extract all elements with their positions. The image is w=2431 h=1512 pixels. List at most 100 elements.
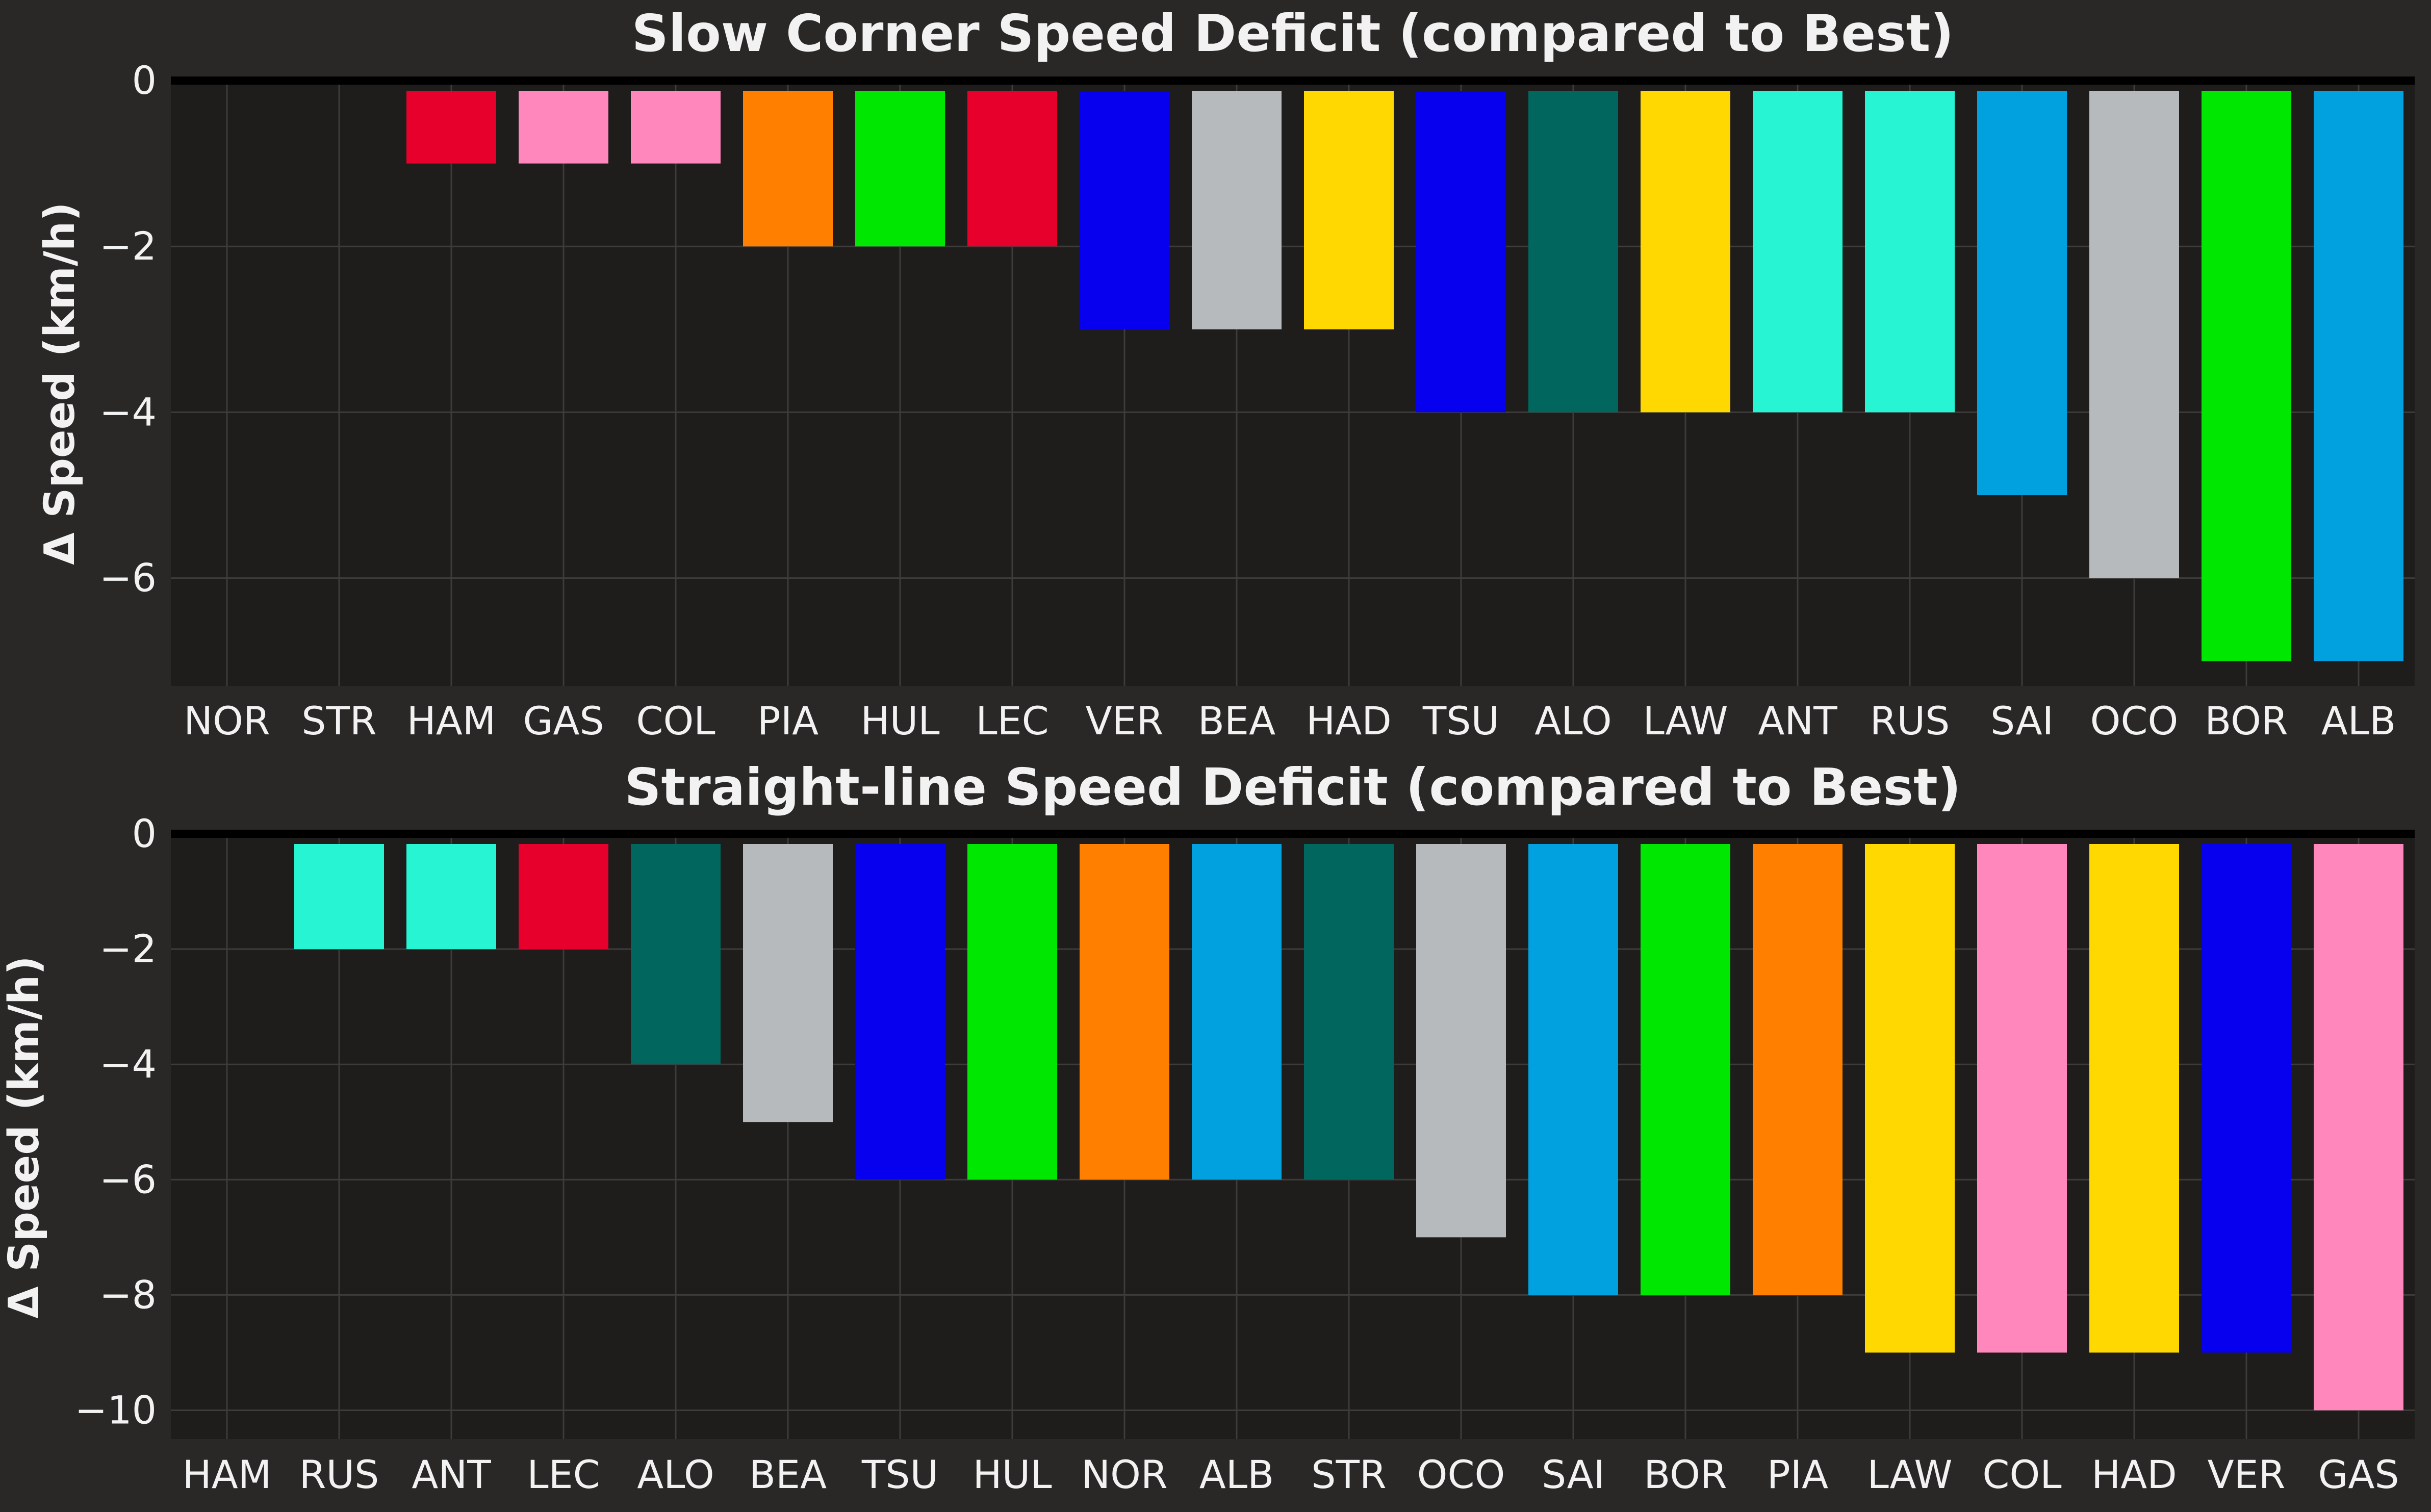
x-tick-label: HUL <box>973 1452 1052 1497</box>
bar-had <box>1304 91 1394 329</box>
bar-sai <box>1528 844 1618 1295</box>
y-tick-label: −6 <box>99 555 157 601</box>
bar-ant <box>406 844 496 950</box>
x-tick-label: ALO <box>1534 698 1611 744</box>
y-tick-label: −10 <box>75 1387 157 1432</box>
bar-alo <box>631 844 721 1065</box>
x-tick-label: GAS <box>523 698 604 744</box>
bar-rus <box>1865 91 1955 413</box>
x-tick-label: RUS <box>1870 698 1950 744</box>
bar-rus <box>294 844 384 950</box>
bar-ver <box>1080 91 1169 329</box>
x-tick-label: LEC <box>976 698 1048 744</box>
bar-law <box>1865 844 1955 1353</box>
x-tick-label: SAI <box>1990 698 2054 744</box>
x-tick-label: TSU <box>1422 698 1499 744</box>
x-tick-label: BOR <box>1644 1452 1727 1497</box>
x-tick-label: LEC <box>527 1452 600 1497</box>
x-tick-label: BOR <box>2205 698 2288 744</box>
x-tick-label: GAS <box>2318 1452 2399 1497</box>
bar-law <box>1641 91 1730 413</box>
x-tick-label: VER <box>2208 1452 2286 1497</box>
y-tick-label: −2 <box>99 926 157 971</box>
bar-gas <box>519 91 608 164</box>
x-tick-label: ALB <box>1199 1452 1274 1497</box>
x-tick-label: PIA <box>757 698 818 744</box>
x-tick-label: LAW <box>1643 698 1728 744</box>
x-tick-label: ANT <box>412 1452 491 1497</box>
y-tick-labels: 0 −2 −4 −6 −8 −10 <box>75 811 157 1432</box>
bar-alb <box>2314 91 2403 661</box>
bar-ver <box>2202 844 2291 1353</box>
bar-tsu <box>1416 91 1506 413</box>
x-tick-label: OCO <box>2090 698 2179 744</box>
bar-alb <box>1192 844 1282 1180</box>
x-tick-label: NOR <box>184 698 270 744</box>
y-tick-label: −2 <box>99 223 157 269</box>
y-tick-label: −4 <box>99 1041 157 1087</box>
y-axis-label: Δ Speed (km/h) <box>0 956 48 1319</box>
x-tick-label: ALO <box>637 1452 714 1497</box>
straight-line-chart: 0 −2 −4 −6 −8 −10 HAM RUS ANT LEC ALO BEA TSU HUL NOR… <box>0 757 2415 1497</box>
bars <box>294 844 2403 1411</box>
bar-had <box>2089 844 2179 1353</box>
x-tick-label: HAD <box>2091 1452 2177 1497</box>
bar-lec <box>967 91 1057 247</box>
x-tick-label: HAM <box>183 1452 272 1497</box>
x-tick-label: BEA <box>749 1452 827 1497</box>
bar-nor <box>1080 844 1169 1180</box>
x-tick-label: COL <box>1982 1452 2061 1497</box>
bar-col <box>1977 844 2067 1353</box>
bar-tsu <box>855 844 945 1180</box>
bar-bor <box>2202 91 2291 661</box>
bar-sai <box>1977 91 2067 496</box>
bar-col <box>631 91 721 164</box>
x-tick-label: LAW <box>1867 1452 1952 1497</box>
x-tick-label: HUL <box>860 698 939 744</box>
chart-title: Straight-line Speed Deficit (compared to… <box>625 757 1961 817</box>
bar-ant <box>1753 91 1843 413</box>
bar-ham <box>406 91 496 164</box>
x-tick-labels: NOR STR HAM GAS COL PIA HUL LEC VER BEA HAD TSU ALO L… <box>184 698 2396 744</box>
y-tick-label: −6 <box>99 1157 157 1202</box>
x-tick-label: BEA <box>1198 698 1275 744</box>
bars <box>406 91 2403 661</box>
bar-str <box>1304 844 1394 1180</box>
x-tick-label: VER <box>1086 698 1164 744</box>
plot-area <box>171 834 2415 1439</box>
x-tick-label: HAM <box>407 698 496 744</box>
y-tick-labels: 0 −2 −4 −6 <box>99 58 157 601</box>
y-tick-label: −4 <box>99 389 157 434</box>
x-tick-label: NOR <box>1081 1452 1167 1497</box>
x-tick-label: COL <box>636 698 715 744</box>
bar-lec <box>519 844 608 950</box>
x-tick-label: ANT <box>1758 698 1837 744</box>
bar-bea <box>1192 91 1282 329</box>
y-tick-label: 0 <box>132 58 157 103</box>
bar-alo <box>1528 91 1618 413</box>
x-tick-label: STR <box>301 698 376 744</box>
bar-oco <box>2089 91 2179 578</box>
plot-area <box>171 81 2415 686</box>
bar-gas <box>2314 844 2403 1411</box>
bar-bea <box>743 844 833 1122</box>
x-tick-label: TSU <box>861 1452 938 1497</box>
x-tick-labels: HAM RUS ANT LEC ALO BEA TSU HUL NOR ALB STR OCO SAI B… <box>183 1452 2399 1497</box>
bar-pia <box>743 91 833 247</box>
x-tick-label: HAD <box>1306 698 1392 744</box>
x-tick-label: STR <box>1311 1452 1386 1497</box>
x-tick-label: OCO <box>1417 1452 1505 1497</box>
bar-oco <box>1416 844 1506 1238</box>
x-tick-label: ALB <box>2321 698 2396 744</box>
x-tick-label: SAI <box>1542 1452 1605 1497</box>
bar-bor <box>1641 844 1730 1295</box>
slow-corner-chart: 0 −2 −4 −6 NOR STR HAM GAS COL PIA HUL LEC VER BEA HA… <box>36 4 2415 744</box>
y-axis-label: Δ Speed (km/h) <box>36 202 84 565</box>
y-tick-label: −8 <box>99 1272 157 1317</box>
bar-hul <box>967 844 1057 1180</box>
chart-title: Slow Corner Speed Deficit (compared to B… <box>632 4 1954 63</box>
bar-pia <box>1753 844 1843 1295</box>
bar-hul <box>855 91 945 247</box>
